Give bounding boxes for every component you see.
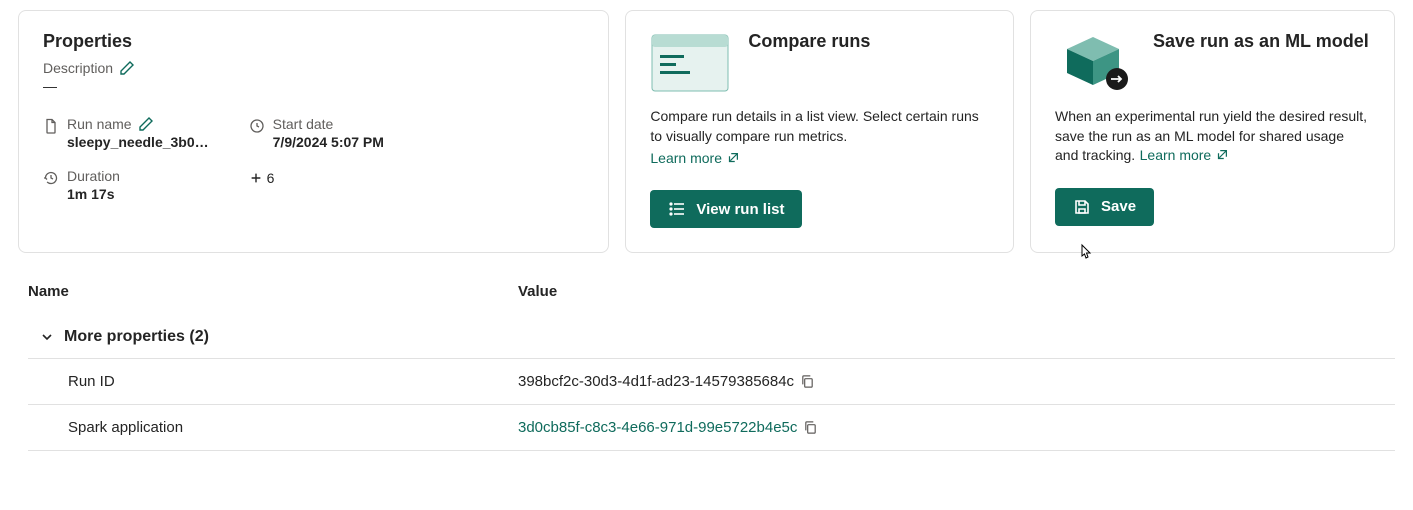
compare-learn-more-link[interactable]: Learn more (650, 150, 740, 166)
start-date-label: Start date (273, 116, 384, 132)
save-button[interactable]: Save (1055, 188, 1154, 226)
file-icon (43, 118, 59, 134)
view-run-list-button[interactable]: View run list (650, 190, 802, 228)
chevron-down-icon (40, 330, 54, 344)
more-properties-row[interactable]: More properties (2) (28, 316, 1395, 359)
run-id-value: 398bcf2c-30d3-4d1f-ad23-14579385684c (518, 373, 794, 390)
compare-title: Compare runs (748, 31, 870, 93)
row-label: Run ID (68, 373, 518, 390)
external-link-icon (726, 151, 740, 165)
compare-runs-card: Compare runs Compare run details in a li… (625, 10, 1014, 253)
description-row: Description (43, 60, 584, 76)
table-header: Name Value (28, 275, 1395, 316)
run-name-label: Run name (67, 116, 132, 132)
more-count-value: 6 (267, 170, 275, 186)
learn-more-label: Learn more (650, 150, 722, 166)
properties-card: Properties Description — Run name (18, 10, 609, 253)
duration-label: Duration (67, 168, 120, 184)
save-icon (1073, 198, 1091, 216)
save-run-card: Save run as an ML model When an experime… (1030, 10, 1395, 253)
list-icon (668, 200, 686, 218)
spark-app-value: 3d0cb85f-c8c3-4e66-971d-99e5722b4e5c (518, 419, 797, 436)
save-title: Save run as an ML model (1153, 31, 1369, 93)
description-label: Description (43, 60, 113, 76)
properties-table: Name Value More properties (2) Run ID 39… (0, 275, 1413, 451)
start-date-item: Start date 7/9/2024 5:07 PM (249, 116, 384, 150)
column-name-header: Name (28, 283, 518, 300)
column-value-header: Value (518, 283, 1395, 300)
properties-title: Properties (43, 31, 584, 52)
view-run-list-label: View run list (696, 201, 784, 218)
edit-icon[interactable] (138, 116, 154, 132)
learn-more-label: Learn more (1140, 147, 1212, 163)
compare-illustration-icon (650, 31, 730, 93)
clock-icon (249, 118, 265, 134)
more-count-item[interactable]: 6 (249, 168, 384, 186)
copy-icon[interactable] (800, 374, 815, 389)
save-button-label: Save (1101, 198, 1136, 215)
row-label: Spark application (68, 419, 518, 436)
properties-grid: Run name sleepy_needle_3b0… Duration (43, 116, 584, 202)
edit-icon[interactable] (119, 60, 135, 76)
run-name-value: sleepy_needle_3b0… (67, 134, 209, 150)
table-row: Spark application 3d0cb85f-c8c3-4e66-971… (28, 405, 1395, 451)
cursor-icon (1075, 243, 1095, 263)
plus-icon (249, 171, 263, 185)
save-learn-more-link[interactable]: Learn more (1140, 147, 1230, 163)
model-illustration-icon (1055, 31, 1135, 93)
cards-row: Properties Description — Run name (0, 10, 1413, 253)
more-properties-label: More properties (2) (64, 328, 209, 346)
compare-description: Compare run details in a list view. Sele… (650, 107, 989, 146)
row-value[interactable]: 3d0cb85f-c8c3-4e66-971d-99e5722b4e5c (518, 419, 818, 436)
table-row: Run ID 398bcf2c-30d3-4d1f-ad23-145793856… (28, 359, 1395, 405)
row-value: 398bcf2c-30d3-4d1f-ad23-14579385684c (518, 373, 815, 390)
duration-item: Duration 1m 17s (43, 168, 209, 202)
description-value: — (43, 78, 584, 94)
copy-icon[interactable] (803, 420, 818, 435)
start-date-value: 7/9/2024 5:07 PM (273, 134, 384, 150)
duration-value: 1m 17s (67, 186, 120, 202)
history-icon (43, 170, 59, 186)
external-link-icon (1215, 148, 1229, 162)
run-name-item: Run name sleepy_needle_3b0… (43, 116, 209, 150)
